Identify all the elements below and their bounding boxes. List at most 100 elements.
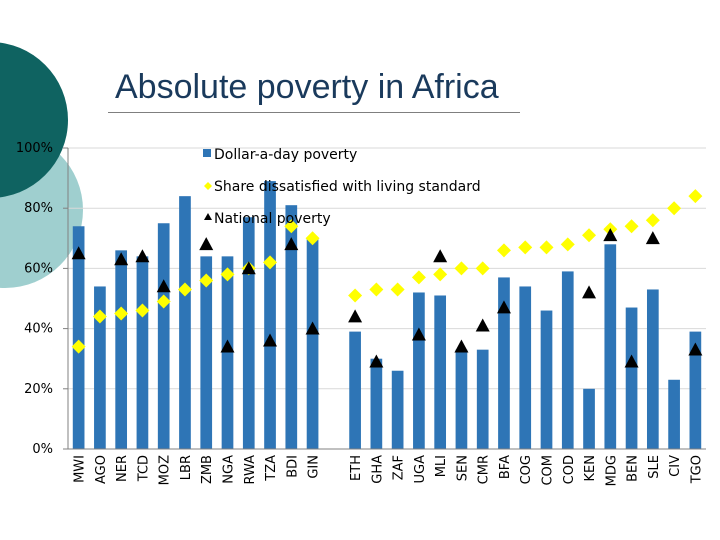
triangle-ner bbox=[114, 252, 129, 266]
triangle-mdg bbox=[603, 228, 618, 242]
bar-moz bbox=[157, 223, 170, 449]
x-label-tcd: TCD bbox=[136, 455, 151, 482]
bar-zaf bbox=[391, 370, 404, 449]
diamond-sle bbox=[645, 213, 660, 228]
x-label-gha: GHA bbox=[370, 455, 385, 484]
diamond-tcd bbox=[135, 303, 150, 318]
diamond-tza bbox=[263, 255, 278, 270]
diamond-ago bbox=[92, 309, 107, 324]
axes bbox=[63, 147, 706, 450]
y-tick-label: 100% bbox=[16, 141, 53, 156]
diamond-ben bbox=[624, 219, 639, 234]
diamond-ken bbox=[582, 228, 597, 243]
bar-tcd bbox=[136, 256, 149, 449]
triangle-tza bbox=[263, 333, 278, 347]
diamond-series bbox=[71, 189, 703, 354]
bar-cod bbox=[561, 271, 574, 449]
slide-title: Absolute poverty in Africa bbox=[115, 68, 499, 106]
x-label-cod: COD bbox=[562, 455, 577, 484]
diamond-cmr bbox=[475, 261, 490, 276]
triangle-tcd bbox=[135, 249, 150, 263]
gridlines bbox=[68, 147, 706, 390]
x-label-mli: MLI bbox=[434, 455, 449, 477]
diamond-civ bbox=[667, 201, 682, 216]
bar-rwa bbox=[242, 217, 255, 449]
y-tick-label: 20% bbox=[24, 382, 53, 397]
y-tick-label: 60% bbox=[24, 261, 53, 276]
triangle-nga bbox=[220, 339, 235, 353]
x-label-rwa: RWA bbox=[243, 455, 258, 485]
x-label-ken: KEN bbox=[583, 455, 598, 481]
legend-label-dissatisfied: Share dissatisfied with living standard bbox=[214, 179, 481, 195]
triangle-bdi bbox=[284, 237, 299, 251]
diamond-ner bbox=[114, 306, 129, 321]
diamond-cog bbox=[518, 240, 533, 255]
triangle-gin bbox=[305, 321, 320, 335]
triangle-eth bbox=[348, 309, 363, 323]
bar-bfa bbox=[498, 277, 510, 449]
bar-tza bbox=[264, 181, 276, 450]
bar-series bbox=[72, 181, 702, 450]
bar-eth bbox=[349, 331, 361, 449]
x-label-tgo: TGO bbox=[689, 455, 704, 484]
triangle-uga bbox=[411, 327, 426, 341]
bar-sen bbox=[455, 349, 468, 449]
triangle-cmr bbox=[475, 318, 490, 332]
diamond-moz bbox=[156, 294, 171, 309]
x-label-ner: NER bbox=[115, 455, 130, 482]
deco-dark-circle bbox=[0, 42, 68, 198]
bar-mdg bbox=[604, 244, 617, 449]
diamond-gha bbox=[369, 282, 384, 297]
x-label-civ: CIV bbox=[668, 455, 683, 477]
diamond-eth bbox=[348, 288, 363, 303]
x-label-tza: TZA bbox=[264, 455, 279, 482]
x-label-uga: UGA bbox=[413, 455, 428, 484]
triangle-zmb bbox=[199, 237, 214, 251]
diamond-uga bbox=[411, 270, 426, 285]
x-label-lbr: LBR bbox=[179, 455, 194, 480]
bar-mli bbox=[434, 295, 447, 449]
x-label-mwi: MWI bbox=[73, 455, 88, 483]
bar-ken bbox=[583, 388, 595, 449]
bar-cmr bbox=[476, 349, 489, 449]
bar-ago bbox=[94, 286, 106, 449]
triangle-ben bbox=[624, 354, 639, 368]
triangle-rwa bbox=[241, 261, 256, 275]
bar-cog bbox=[519, 286, 532, 449]
bar-ner bbox=[115, 250, 128, 449]
triangle-sle bbox=[645, 231, 660, 245]
diamond-zmb bbox=[199, 273, 214, 288]
diamond-lbr bbox=[177, 282, 192, 297]
y-tick-label: 0% bbox=[32, 442, 53, 457]
triangle-sen bbox=[454, 339, 469, 353]
diamond-bfa bbox=[496, 243, 511, 258]
triangle-mli bbox=[433, 249, 448, 263]
x-label-sle: SLE bbox=[647, 455, 662, 479]
x-label-bfa: BFA bbox=[498, 455, 513, 479]
diamond-zaf bbox=[390, 282, 405, 297]
x-label-gin: GIN bbox=[307, 455, 322, 479]
x-label-cmr: CMR bbox=[477, 455, 492, 484]
legend-triangle-icon bbox=[204, 213, 212, 220]
x-label-zmb: ZMB bbox=[200, 455, 215, 484]
bar-civ bbox=[668, 379, 680, 449]
x-label-moz: MOZ bbox=[158, 455, 173, 485]
diamond-com bbox=[539, 240, 554, 255]
diamond-mli bbox=[433, 267, 448, 282]
x-label-eth: ETH bbox=[349, 455, 364, 481]
bar-mwi bbox=[72, 226, 85, 449]
bar-bdi bbox=[285, 205, 298, 449]
y-axis-labels: 0% 20% 40% 60% 80% 100% bbox=[16, 141, 53, 457]
triangle-moz bbox=[156, 279, 171, 293]
y-tick-label: 80% bbox=[24, 201, 53, 216]
diamond-cod bbox=[560, 237, 575, 252]
x-label-bdi: BDI bbox=[285, 455, 300, 478]
triangle-gha bbox=[369, 354, 384, 368]
bar-tgo bbox=[689, 331, 702, 449]
bar-gin bbox=[306, 238, 319, 449]
legend-diamond-icon bbox=[204, 182, 212, 190]
x-label-cog: COG bbox=[519, 455, 534, 484]
diamond-sen bbox=[454, 261, 469, 276]
x-label-sen: SEN bbox=[455, 455, 470, 481]
